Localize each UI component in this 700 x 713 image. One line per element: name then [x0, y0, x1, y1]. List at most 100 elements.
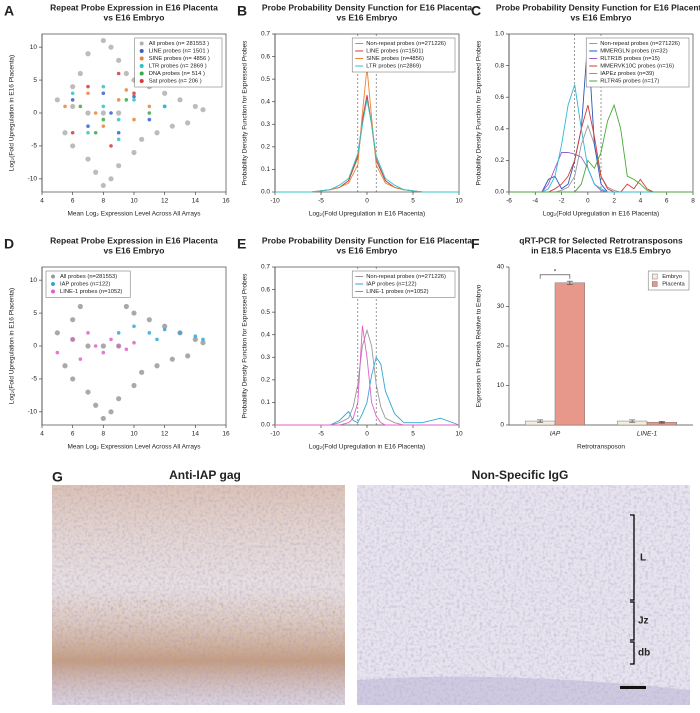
point	[200, 340, 206, 346]
legend-box	[134, 37, 223, 88]
density-line	[275, 67, 459, 193]
y-tick-label: 0.7	[261, 31, 270, 38]
scale-bar	[620, 686, 646, 689]
y-tick-label: 0.6	[261, 53, 270, 60]
ihc-texture	[52, 485, 345, 705]
point	[162, 104, 167, 109]
point	[101, 350, 106, 355]
y-tick-label: 0.0	[495, 189, 504, 196]
point	[116, 137, 121, 142]
y-tick-label: 10	[30, 44, 38, 51]
y-tick-label: 0.4	[261, 331, 270, 338]
x-tick-label: 4	[639, 198, 643, 205]
legend-swatch	[139, 64, 144, 68]
point	[177, 97, 183, 103]
point	[154, 363, 160, 369]
point	[101, 117, 106, 122]
ihc-dab	[52, 600, 345, 660]
point	[201, 337, 205, 342]
point	[78, 104, 83, 109]
y-tick-label: 0	[500, 422, 504, 429]
chart-title: Repeat Probe Expression in E16 Placenta	[50, 2, 218, 12]
legend-label: MMERGLN probes (n=32)	[600, 49, 668, 55]
point	[85, 389, 91, 395]
point	[100, 37, 106, 44]
x-axis-label: Log₂(Fold Upregulation in E16 Placenta)	[543, 211, 659, 218]
y-tick-label: 5	[33, 77, 37, 84]
point	[116, 396, 122, 402]
point	[101, 124, 106, 128]
legend-label: LINE probes (n= 1501 )	[149, 49, 209, 55]
x-tick-label: 0	[365, 198, 369, 205]
x-tick-label: 10	[130, 431, 138, 438]
point	[192, 103, 198, 110]
point	[131, 149, 137, 156]
point	[93, 130, 98, 135]
point	[55, 350, 60, 355]
point	[109, 337, 113, 342]
chart-title: in E18.5 Placenta vs E18.5 Embryo	[531, 245, 671, 255]
point	[108, 409, 114, 415]
chart-title: vs E16 Embryo	[571, 12, 632, 22]
legend-label: Non-repeat probes (n=271226)	[600, 41, 680, 47]
y-tick-label: 0.6	[495, 94, 504, 101]
point	[147, 111, 152, 115]
x-tick-label: 6	[665, 198, 669, 205]
legend-swatch	[139, 56, 144, 61]
point	[85, 110, 91, 116]
x-tick-label: 14	[192, 431, 200, 438]
point	[100, 343, 106, 349]
point	[116, 110, 122, 116]
x-axis-label: Log₂(Fold Upregulation in E16 Placenta)	[309, 444, 425, 451]
legend-label: SINE probes (n= 4856 )	[149, 56, 210, 62]
y-axis-label: Log₂(Fold Upregulation in E16 Placenta)	[9, 288, 16, 404]
x-axis-label: Retrotransposon	[577, 444, 625, 451]
x-tick-label: 10	[130, 198, 138, 205]
x-tick-label: 12	[161, 198, 169, 205]
legend-swatch	[139, 41, 144, 46]
point	[192, 336, 198, 343]
y-tick-label: 0.4	[261, 98, 270, 105]
point	[70, 103, 76, 110]
panel-b: B Probe Probability Density Function for …	[237, 2, 472, 217]
density-line	[275, 99, 459, 193]
legend-label: RLTR1B probes (n=15)	[600, 56, 660, 62]
legend-box	[45, 270, 131, 298]
point	[85, 343, 91, 349]
point	[162, 323, 168, 329]
panel-c: C Probe Probability Density Function for …	[471, 2, 700, 217]
panel-letter: A	[4, 3, 14, 19]
legend-label: LINE-1 probes (n=1052)	[60, 289, 122, 295]
panel-a: A Repeat Probe Expression in E16 Placenta…	[4, 2, 230, 217]
y-tick-label: 0.7	[261, 264, 270, 271]
x-tick-label: 6	[71, 431, 75, 438]
point	[70, 84, 76, 90]
x-tick-label: 4	[40, 198, 44, 205]
legend-box	[351, 270, 456, 298]
legend-swatch	[139, 79, 144, 83]
chart-title: Repeat Probe Expression in E16 Placenta	[50, 235, 218, 245]
bar	[554, 282, 585, 426]
panel-d: D Repeat Probe Expression in E16 Placenta…	[4, 235, 230, 450]
point	[108, 44, 114, 50]
density-line	[275, 325, 459, 426]
y-tick-label: 20	[497, 343, 505, 350]
legend-label: Non-repeat probes (n=271226)	[366, 41, 446, 47]
x-tick-label: -6	[506, 198, 512, 205]
point	[116, 130, 121, 135]
point	[77, 303, 83, 310]
point	[146, 317, 152, 323]
legend-swatch	[139, 49, 144, 53]
point	[63, 104, 67, 109]
legend-label: Non-repeat probes (n=271226)	[366, 274, 446, 280]
point	[70, 143, 76, 149]
point	[100, 415, 106, 422]
point	[77, 70, 83, 77]
x-tick-label: 0	[586, 198, 590, 205]
significance-bracket	[539, 274, 571, 279]
point	[86, 84, 90, 89]
zone-brackets	[630, 514, 635, 665]
point	[70, 91, 75, 96]
point	[100, 110, 106, 116]
point	[116, 331, 121, 335]
